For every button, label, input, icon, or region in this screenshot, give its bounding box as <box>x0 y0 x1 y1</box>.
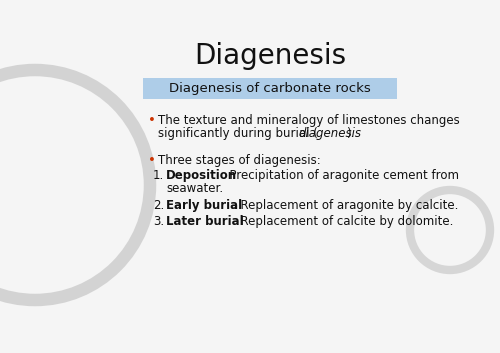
Text: The texture and mineralogy of limestones changes: The texture and mineralogy of limestones… <box>158 114 460 127</box>
Text: . Replacement of calcite by dolomite.: . Replacement of calcite by dolomite. <box>233 215 454 228</box>
Text: Three stages of diagenesis:: Three stages of diagenesis: <box>158 154 321 167</box>
Text: Diagenesis: Diagenesis <box>194 42 346 70</box>
Text: . Replacement of aragonite by calcite.: . Replacement of aragonite by calcite. <box>233 199 458 212</box>
Text: •: • <box>148 114 156 127</box>
FancyBboxPatch shape <box>143 78 397 99</box>
Text: Early burial: Early burial <box>166 199 242 212</box>
Text: 2.: 2. <box>153 199 164 212</box>
Text: significantly during burial (: significantly during burial ( <box>158 127 318 140</box>
Text: •: • <box>148 154 156 167</box>
Text: . Precipitation of aragonite cement from: . Precipitation of aragonite cement from <box>222 169 459 182</box>
Text: diagenesis: diagenesis <box>298 127 362 140</box>
Text: Deposition: Deposition <box>166 169 237 182</box>
Text: 3.: 3. <box>153 215 164 228</box>
Text: Later burial: Later burial <box>166 215 244 228</box>
Text: seawater.: seawater. <box>166 182 223 195</box>
Text: 1.: 1. <box>153 169 164 182</box>
Text: ).: ). <box>346 127 354 140</box>
Text: Diagenesis of carbonate rocks: Diagenesis of carbonate rocks <box>169 82 371 95</box>
